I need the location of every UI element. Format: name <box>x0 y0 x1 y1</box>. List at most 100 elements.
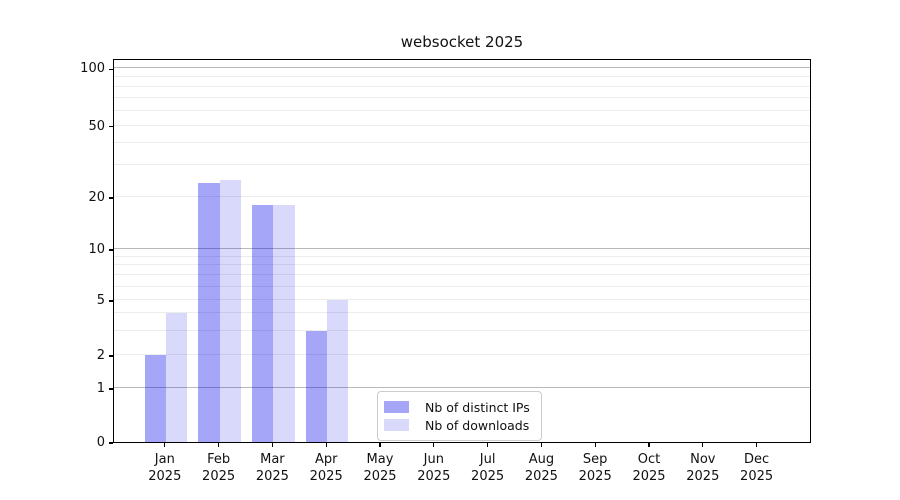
x-tick-label-may: May 2025 <box>353 451 407 485</box>
x-tick-month: Nov <box>690 452 716 467</box>
x-tick-month: Dec <box>744 452 770 467</box>
x-tick-mark-nov <box>702 443 704 447</box>
x-tick-label-jul: Jul 2025 <box>461 451 515 485</box>
gridline-minor-4 <box>114 312 810 314</box>
x-tick-year: 2025 <box>255 469 289 484</box>
y-tick-label-5: 5 <box>96 292 105 308</box>
x-tick-label-dec: Dec 2025 <box>730 451 784 485</box>
gridline-minor-9 <box>114 255 810 257</box>
gridline-major-100 <box>114 67 810 69</box>
x-tick-month: Jun <box>423 452 444 467</box>
chart-title: websocket 2025 <box>400 33 524 51</box>
x-tick-year: 2025 <box>363 469 397 484</box>
x-tick-label-mar: Mar 2025 <box>245 451 299 485</box>
legend-item-distinct-ips: Nb of distinct IPs <box>384 398 530 416</box>
x-tick-month: Jan <box>154 452 175 467</box>
bar-distinct-ips-jan <box>144 355 166 442</box>
y-tick-label-20: 20 <box>88 190 105 205</box>
legend: Nb of distinct IPs Nb of downloads <box>377 391 542 441</box>
x-tick-month: Aug <box>528 452 555 467</box>
gridline-minor-8 <box>114 264 810 266</box>
x-tick-mark-jun <box>433 443 435 447</box>
bar-downloads-mar <box>273 204 295 442</box>
y-tick-label-1: 1 <box>96 381 105 396</box>
x-tick-mark-oct <box>648 443 650 447</box>
x-tick-mark-jul <box>486 443 489 447</box>
x-tick-mark-apr <box>325 443 327 447</box>
x-tick-month: Feb <box>207 452 231 467</box>
x-tick-month: Sep <box>582 452 608 467</box>
gridline-minor-30 <box>114 164 810 166</box>
gridline-minor-7 <box>114 274 810 276</box>
gridline-minor-6 <box>114 285 810 287</box>
x-tick-year: 2025 <box>417 469 451 484</box>
x-tick-label-jun: Jun 2025 <box>407 451 461 485</box>
y-tick-label-0: 0 <box>96 435 105 450</box>
plot-area: Nb of distinct IPs Nb of downloads <box>113 59 811 443</box>
gridline-major-1 <box>114 387 810 389</box>
x-tick-year: 2025 <box>578 469 612 484</box>
gridline-minor-80 <box>114 85 810 87</box>
bar-distinct-ips-feb <box>198 182 220 442</box>
y-tick-mark-100 <box>109 68 113 71</box>
y-tick-mark-10 <box>109 249 113 251</box>
x-tick-label-sep: Sep 2025 <box>568 451 622 485</box>
gridline-minor-5 <box>114 299 810 300</box>
legend-label-distinct-ips: Nb of distinct IPs <box>425 399 530 415</box>
gridline-major-10 <box>114 248 810 250</box>
gridline-minor-60 <box>114 109 810 111</box>
x-tick-mark-may <box>379 443 381 447</box>
x-tick-month: Jul <box>479 452 496 467</box>
x-tick-label-feb: Feb 2025 <box>192 451 246 485</box>
y-tick-mark-50 <box>109 126 113 128</box>
x-tick-year: 2025 <box>740 469 774 484</box>
x-tick-label-oct: Oct 2025 <box>622 451 676 485</box>
x-tick-mark-sep <box>594 443 596 447</box>
gridline-minor-2 <box>114 354 810 355</box>
legend-item-downloads: Nb of downloads <box>384 416 530 434</box>
gridline-minor-20 <box>114 196 810 198</box>
y-tick-label-2: 2 <box>96 347 105 363</box>
x-tick-year: 2025 <box>309 469 343 484</box>
x-tick-year: 2025 <box>148 469 182 484</box>
x-tick-month: Apr <box>314 452 338 467</box>
y-tick-mark-5 <box>109 300 113 302</box>
y-tick-label-100: 100 <box>80 61 105 77</box>
gridline-minor-90 <box>114 76 810 78</box>
y-tick-mark-20 <box>109 197 113 199</box>
x-tick-mark-jan <box>164 443 166 447</box>
gridline-minor-3 <box>114 329 810 331</box>
bar-distinct-ips-apr <box>305 330 328 442</box>
x-tick-month: Oct <box>637 452 661 467</box>
x-tick-mark-feb <box>217 443 220 447</box>
x-tick-year: 2025 <box>471 469 505 484</box>
x-tick-month: Mar <box>260 452 285 467</box>
x-tick-mark-mar <box>271 443 274 447</box>
y-tick-label-50: 50 <box>88 118 105 134</box>
x-tick-year: 2025 <box>632 469 666 484</box>
y-tick-label-10: 10 <box>88 242 105 257</box>
gridline-minor-50 <box>114 124 810 126</box>
bar-distinct-ips-mar <box>252 204 274 442</box>
legend-swatch-distinct-ips <box>384 401 409 413</box>
gridline-minor-40 <box>114 142 810 144</box>
x-tick-month: May <box>366 452 394 467</box>
x-tick-year: 2025 <box>202 469 236 484</box>
y-tick-mark-0 <box>109 442 113 444</box>
legend-label-downloads: Nb of downloads <box>425 417 530 433</box>
x-tick-year: 2025 <box>686 469 720 484</box>
x-tick-year: 2025 <box>524 469 558 484</box>
x-tick-label-apr: Apr 2025 <box>299 451 353 485</box>
y-tick-mark-1 <box>109 388 113 390</box>
x-tick-label-aug: Aug 2025 <box>514 451 568 485</box>
x-tick-label-jan: Jan 2025 <box>138 451 192 485</box>
gridline-minor-70 <box>114 96 810 98</box>
bar-downloads-apr <box>327 300 349 442</box>
bar-downloads-feb <box>219 179 241 442</box>
y-tick-mark-2 <box>109 355 113 357</box>
bar-downloads-jan <box>165 313 188 442</box>
x-tick-label-nov: Nov 2025 <box>676 451 730 485</box>
legend-swatch-downloads <box>384 419 409 431</box>
x-tick-mark-aug <box>540 443 543 447</box>
